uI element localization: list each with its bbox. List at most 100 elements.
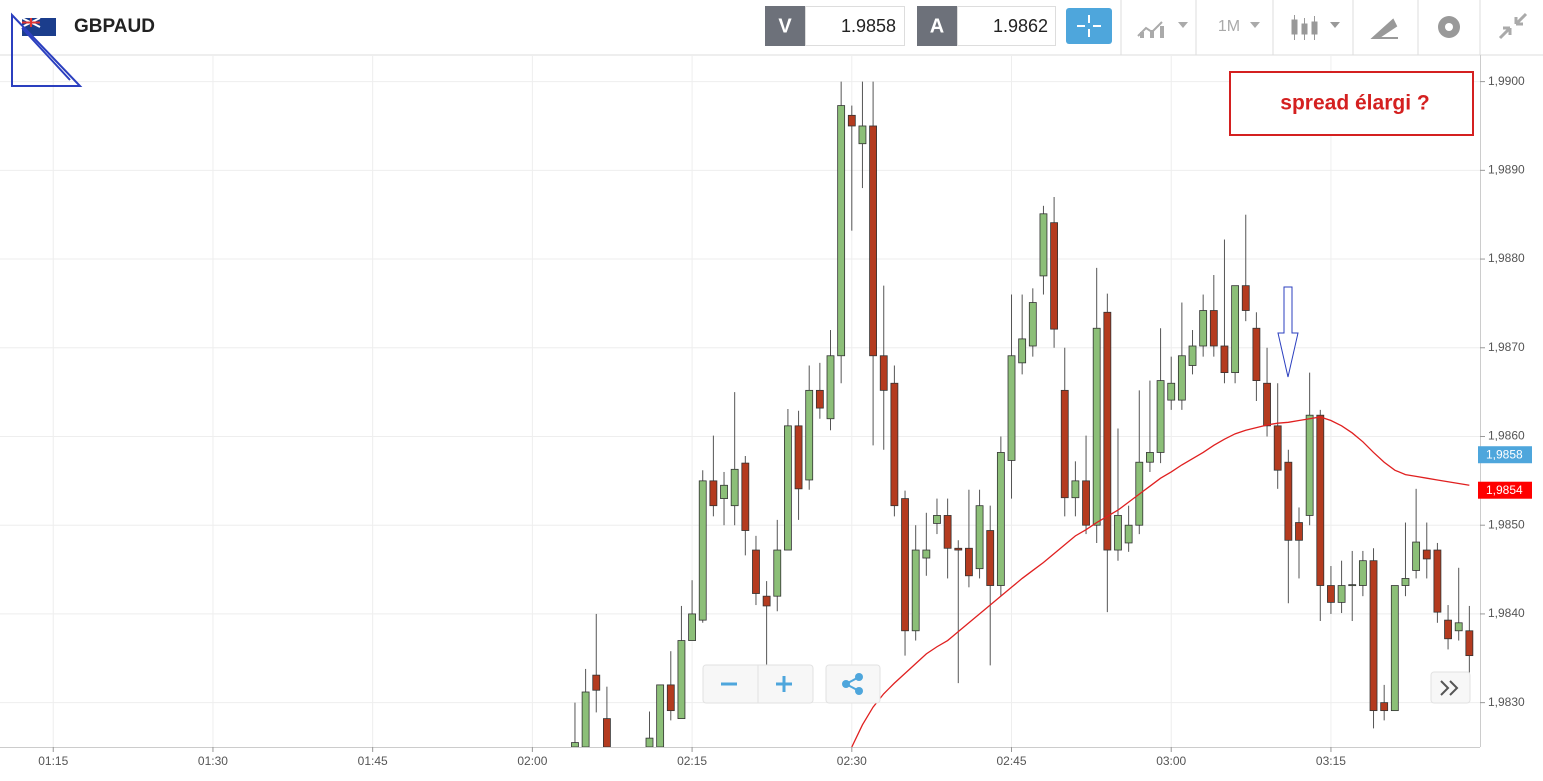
bid-label: V — [778, 15, 792, 37]
candle-body — [1444, 619, 1452, 640]
candle-body — [1156, 380, 1165, 453]
y-tick-label: 1,9830 — [1488, 695, 1525, 709]
candle-body — [996, 452, 1005, 586]
candle-body — [730, 468, 739, 507]
y-tick-label: 1,9870 — [1488, 340, 1525, 354]
annotation-box — [1229, 71, 1474, 136]
candle-body — [1209, 310, 1218, 347]
candle-style-button[interactable] — [1291, 15, 1340, 40]
ask-price: 1.9862 — [993, 16, 1048, 36]
price-tag-label: 1,9858 — [1486, 447, 1523, 461]
drawing-tool-button[interactable] — [1370, 18, 1398, 39]
candle-body — [592, 674, 601, 691]
x-tick-label: 01:15 — [38, 754, 68, 768]
share-button[interactable] — [842, 673, 863, 695]
x-tick-label: 01:30 — [198, 754, 228, 768]
ask-label: A — [930, 15, 944, 37]
collapse-button[interactable] — [1498, 12, 1528, 40]
candle-body — [837, 105, 846, 357]
ask-button[interactable] — [917, 6, 957, 46]
price-tag — [1478, 481, 1532, 499]
candle-body — [954, 547, 963, 551]
candle-body — [1124, 524, 1133, 544]
zoom-in-button[interactable] — [776, 676, 792, 692]
candle-body — [965, 547, 973, 577]
x-tick-label: 03:15 — [1316, 754, 1346, 768]
candle-body — [858, 125, 867, 145]
candle-body — [1103, 311, 1112, 551]
y-tick-label: 1,9890 — [1488, 163, 1525, 177]
candle-body — [773, 549, 782, 597]
arrow-annotation — [1277, 286, 1299, 378]
x-tick-label: 02:00 — [517, 754, 547, 768]
candle-body — [1060, 389, 1069, 499]
settings-button[interactable] — [1438, 16, 1460, 38]
candle-body — [815, 389, 824, 409]
timeframe-button[interactable]: 1M — [1218, 18, 1240, 35]
candle-body — [1039, 213, 1048, 277]
candle-body — [1263, 382, 1271, 427]
candle-body — [1007, 355, 1016, 461]
timeframe-caret — [1250, 22, 1260, 28]
candle-body — [794, 425, 803, 490]
annotation: spread élargi ? — [1280, 92, 1429, 115]
candle-body — [890, 382, 899, 507]
bid-box — [805, 6, 905, 46]
candle-body — [986, 530, 995, 586]
candle-body — [1465, 630, 1474, 657]
candle-body — [911, 549, 920, 632]
candle-body — [1018, 338, 1027, 364]
candle-body — [581, 691, 590, 747]
y-tick-label: 1,9850 — [1488, 517, 1525, 531]
candle-body — [1050, 222, 1059, 330]
zoom-controls — [702, 664, 1471, 704]
chart-type-button[interactable] — [1137, 21, 1188, 38]
axes: 1,9830 1,9840 1,9850 1,9860 1,9870 1,9880 1,98… — [38, 74, 1532, 768]
price-tag — [1478, 446, 1532, 464]
candle-body — [1295, 522, 1303, 541]
candle-body — [1231, 285, 1240, 374]
candle-body — [1348, 584, 1357, 587]
candle-body — [922, 549, 931, 559]
candle-body — [752, 549, 760, 594]
crosshair-button[interactable] — [1066, 8, 1112, 44]
candle-body — [1412, 541, 1421, 571]
candle-body — [688, 613, 696, 641]
candle-body — [720, 484, 728, 499]
candle-body — [1114, 515, 1122, 551]
candle-body — [1220, 345, 1229, 374]
bid-button[interactable] — [765, 6, 805, 46]
candle-body — [1327, 585, 1335, 603]
y-tick-label: 1,9860 — [1488, 429, 1525, 443]
candle-body — [1433, 549, 1442, 613]
candle-body — [1252, 327, 1261, 381]
toolbar-separators — [1120, 0, 1481, 55]
candle-body — [1188, 345, 1197, 366]
scroll-end-button[interactable] — [1440, 680, 1459, 696]
candle-body — [1273, 425, 1282, 471]
grid — [0, 55, 1480, 747]
price-tag-label: 1,9854 — [1486, 483, 1523, 497]
candle-body — [677, 640, 686, 720]
candle-body — [709, 480, 718, 507]
candle-body — [645, 737, 654, 747]
candle-body — [1454, 622, 1463, 632]
candle-body — [1401, 578, 1410, 586]
y-tick-label: 1,9840 — [1488, 606, 1525, 620]
y-tick-label: 1,9880 — [1488, 251, 1525, 265]
candle-body — [901, 498, 909, 632]
candle-body — [943, 515, 952, 549]
candle-body — [1380, 702, 1389, 712]
x-tick-label: 02:30 — [837, 754, 867, 768]
candle-body — [784, 425, 792, 551]
candle-body — [826, 355, 835, 420]
candle-body — [1284, 461, 1293, 541]
x-tick-label: 02:45 — [996, 754, 1026, 768]
candle-body — [1358, 560, 1367, 586]
candle-body — [879, 355, 888, 391]
candle-body — [1028, 302, 1037, 347]
candle-body — [656, 684, 665, 747]
moving-average — [851, 416, 1470, 747]
candle-body — [698, 480, 707, 621]
